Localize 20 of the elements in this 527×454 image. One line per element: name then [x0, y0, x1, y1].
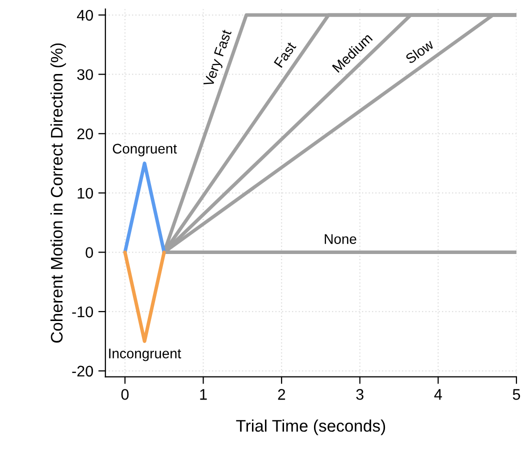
series-label: Incongruent: [109, 348, 182, 362]
x-axis-title: Trial Time (seconds): [236, 420, 386, 436]
series-label: None: [324, 234, 356, 244]
series-label: Congruent: [112, 144, 177, 156]
x-tick-label: 2: [278, 389, 286, 400]
y-tick-label: -20: [72, 366, 93, 377]
y-tick-label: 20: [77, 128, 93, 140]
x-tick-label: 5: [512, 389, 520, 400]
x-tick-label: 4: [434, 389, 442, 400]
y-tick-label: -10: [72, 306, 93, 318]
y-tick-label: 10: [78, 188, 93, 199]
y-tick-label: 30: [77, 69, 93, 80]
x-tick-label: 1: [200, 389, 207, 400]
text: Slow: [404, 38, 435, 64]
x-tick-label: 0: [121, 389, 129, 400]
y-axis-title: Coherent Motion in Correct Direction (%): [50, 43, 66, 343]
text: Very Fast: [203, 28, 234, 88]
x-tick-label: 3: [356, 389, 364, 400]
y-tick-label: 40: [76, 10, 93, 21]
y-tick-label: 0: [86, 247, 93, 258]
